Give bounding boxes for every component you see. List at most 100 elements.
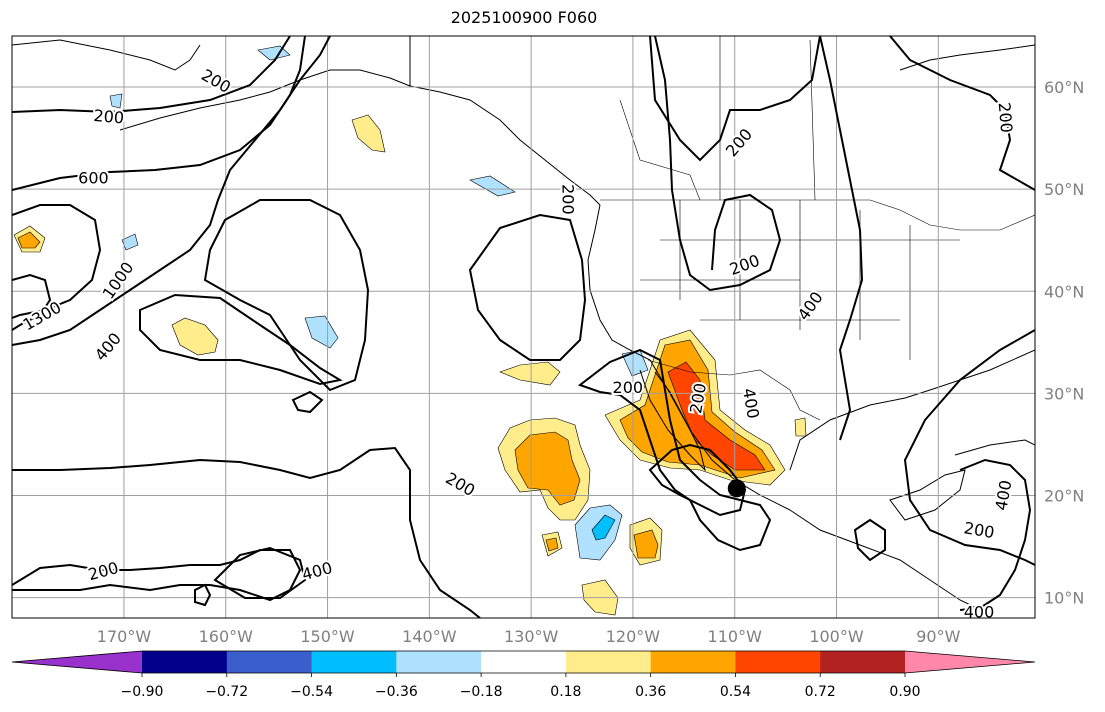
graticule xyxy=(12,36,1035,618)
latitude-tick-label: 60°N xyxy=(1044,78,1084,97)
contour-400-caribbean xyxy=(959,458,1032,611)
contour-small-loop xyxy=(194,583,212,607)
province-line xyxy=(619,36,816,201)
longitude-tick-label: 110°W xyxy=(708,627,763,646)
colorbar-tick-label: 0.18 xyxy=(550,684,581,700)
contour-1000 xyxy=(12,204,102,319)
latitude-tick-label: 10°N xyxy=(1044,589,1084,608)
negative-anomaly-patch xyxy=(121,233,139,251)
negative-anomaly-patch xyxy=(591,514,616,541)
longitude-tick-label: 90°W xyxy=(916,627,960,646)
positive-anomaly-patch xyxy=(351,114,386,153)
siberia-coast xyxy=(12,39,201,71)
alaska-coast xyxy=(409,36,601,206)
latitude-tick-label: 30°N xyxy=(1044,384,1084,403)
storm-center-marker xyxy=(727,479,746,498)
longitude-tick-label: 120°W xyxy=(606,627,661,646)
contour-lines xyxy=(12,36,1035,618)
coastlines xyxy=(12,36,1035,613)
negative-anomaly-patch xyxy=(109,93,123,109)
colorbar-bin xyxy=(311,651,397,673)
north-america-west-coast xyxy=(587,204,986,613)
latitude-tick-labels: 60°N 50°N 40°N 30°N 20°N 10°N xyxy=(1044,78,1084,608)
colorbar-tick-label: 0.72 xyxy=(805,684,836,700)
colorbar-bin xyxy=(396,651,482,673)
negative-anomaly-patch xyxy=(469,175,516,197)
map-title: 2025100900 F060 xyxy=(450,8,598,27)
colorbar-extension-high xyxy=(905,651,1035,673)
latitude-tick-label: 40°N xyxy=(1044,282,1084,301)
positive-anomaly-patch xyxy=(171,317,219,356)
state-line xyxy=(640,200,960,360)
colorbar-tick-label: −0.90 xyxy=(121,684,164,700)
colorbar-tick-label: 0.90 xyxy=(889,684,920,700)
contour-200-south-b xyxy=(12,549,302,602)
contour-400-south xyxy=(213,546,307,599)
contour-label: 200 xyxy=(995,102,1017,134)
contour-200-baja xyxy=(577,348,772,552)
contour-400-plains xyxy=(819,36,864,441)
contour-200-east-pacific xyxy=(468,213,587,361)
longitude-tick-label: 140°W xyxy=(402,627,457,646)
colorbar-bin xyxy=(735,651,821,673)
longitude-tick-label: 160°W xyxy=(199,627,254,646)
positive-anomaly-patch xyxy=(545,537,559,552)
gulf-coast xyxy=(789,349,1035,471)
positive-anomaly-patch xyxy=(17,231,41,249)
cuba xyxy=(954,439,1035,456)
contour-200-gulf-loop xyxy=(853,518,886,562)
colorbar-bin xyxy=(142,651,228,673)
colorbar-bin xyxy=(820,651,906,673)
longitude-tick-label: 130°W xyxy=(504,627,559,646)
contour-400-se xyxy=(903,329,1035,566)
contour-small-loop xyxy=(291,390,324,414)
colorbar-bin xyxy=(650,651,736,673)
contour-200-rockies xyxy=(654,36,782,292)
colorbar-tick-label: −0.72 xyxy=(205,684,248,700)
latitude-tick-label: 20°N xyxy=(1044,486,1084,505)
contour-label: 200 xyxy=(558,184,577,215)
longitude-tick-label: 150°W xyxy=(300,627,355,646)
aleutian-chain xyxy=(119,69,411,131)
contour-label: 400 xyxy=(964,602,995,621)
contour-200-closed-a xyxy=(139,293,343,386)
colorbar-tick-label: −0.36 xyxy=(375,684,418,700)
colorbar-extension-low xyxy=(12,651,142,673)
contour-400-gulf xyxy=(648,443,747,517)
latitude-tick-label: 50°N xyxy=(1044,180,1084,199)
positive-anomaly-patch xyxy=(633,529,659,559)
contour-label: 200 xyxy=(93,106,125,128)
map-frame xyxy=(11,35,1036,619)
colorbar-tick-labels: −0.90 −0.72 −0.54 −0.36 −0.18 0.18 0.36 0.54 0.7… xyxy=(121,673,921,700)
colorbar xyxy=(11,650,1036,674)
us-mexico-border xyxy=(647,359,821,421)
colorbar-tick-label: −0.18 xyxy=(460,684,503,700)
contour-label: 200 xyxy=(613,378,644,397)
positive-anomaly-patch xyxy=(794,417,807,437)
markers xyxy=(727,479,746,498)
colorbar-tick-label: 0.36 xyxy=(635,684,666,700)
contour-200-east xyxy=(889,36,1035,191)
longitude-tick-labels: 170°W 160°W 150°W 140°W 130°W 120°W 110°W 100°W… xyxy=(97,627,961,646)
colorbar-tick-label: 0.54 xyxy=(720,684,751,700)
contour-1300 xyxy=(12,273,52,331)
longitude-tick-label: 170°W xyxy=(97,627,152,646)
political-borders xyxy=(409,36,1035,421)
positive-anomaly-patch xyxy=(499,361,561,386)
colorbar-tick-label: −0.54 xyxy=(290,684,333,700)
map-background xyxy=(12,36,1035,618)
colorbar-bin xyxy=(565,651,652,673)
hudson-area xyxy=(899,44,1035,71)
contour-200-canada xyxy=(649,36,821,162)
contour-600 xyxy=(12,36,306,191)
contour-400-west xyxy=(12,36,331,346)
longitude-tick-label: 100°W xyxy=(809,627,864,646)
baja-california xyxy=(639,369,706,472)
negative-anomaly-patch xyxy=(304,315,339,349)
contour-200-north-pacific xyxy=(12,36,291,114)
contour-200-central xyxy=(203,199,370,392)
colorbar-bin xyxy=(226,651,313,673)
contour-label: 600 xyxy=(78,168,109,187)
colorbar-bin xyxy=(481,651,567,673)
